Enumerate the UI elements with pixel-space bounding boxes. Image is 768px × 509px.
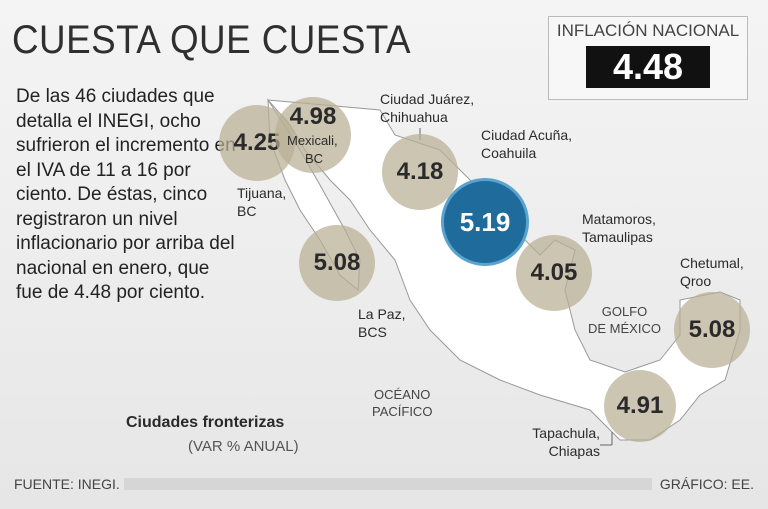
city-label-tapachula: Tapachula, Chiapas — [532, 425, 600, 459]
city-label-la-paz: La Paz, BCS — [358, 306, 406, 340]
intro-text: De las 46 ciudades que detalla el INEGI,… — [16, 86, 236, 303]
city-bubble-la-paz: 5.08 — [299, 225, 375, 301]
city-label-tijuana: Tijuana, BC — [237, 185, 287, 219]
city-bubble-matamoros: 4.05 — [516, 235, 592, 311]
city-label-matamoros: Matamoros, Tamaulipas — [582, 211, 656, 245]
footer-divider — [124, 478, 652, 490]
city-bubble-tapachula: 4.91 — [604, 370, 676, 442]
national-inflation-value: 4.48 — [586, 46, 710, 88]
city-label-ciudad-juarez: Ciudad Juárez, Chihuahua — [380, 91, 475, 125]
city-bubble-ciudad-acuna: 5.19 — [441, 178, 529, 266]
pacific-ocean-label: OCÉANO PACÍFICO — [372, 387, 433, 419]
city-label-ciudad-acuna: Ciudad Acuña, Coahuila — [481, 127, 573, 161]
national-inflation-label: INFLACIÓN NACIONAL — [556, 21, 740, 40]
city-bubble-chetumal: 5.08 — [674, 292, 750, 368]
gulf-of-mexico-label: GOLFO DE MÉXICO — [588, 304, 661, 336]
legend-title: Ciudades fronterizas — [126, 414, 285, 431]
page-title: CUESTA QUE CUESTA — [12, 18, 412, 62]
footer-source: FUENTE: INEGI. — [14, 476, 120, 492]
city-label-chetumal: Chetumal, Qroo — [680, 255, 744, 289]
city-bubble-mexicali: 4.98 — [275, 97, 351, 173]
national-inflation-box: INFLACIÓN NACIONAL 4.48 — [548, 16, 748, 100]
city-bubble-ciudad-juarez: 4.18 — [382, 134, 458, 210]
legend-subtitle: (VAR % ANUAL) — [188, 438, 299, 455]
footer-credit: GRÁFICO: EE. — [659, 476, 754, 492]
city-label-mexicali: Mexicali, BC — [287, 133, 338, 166]
